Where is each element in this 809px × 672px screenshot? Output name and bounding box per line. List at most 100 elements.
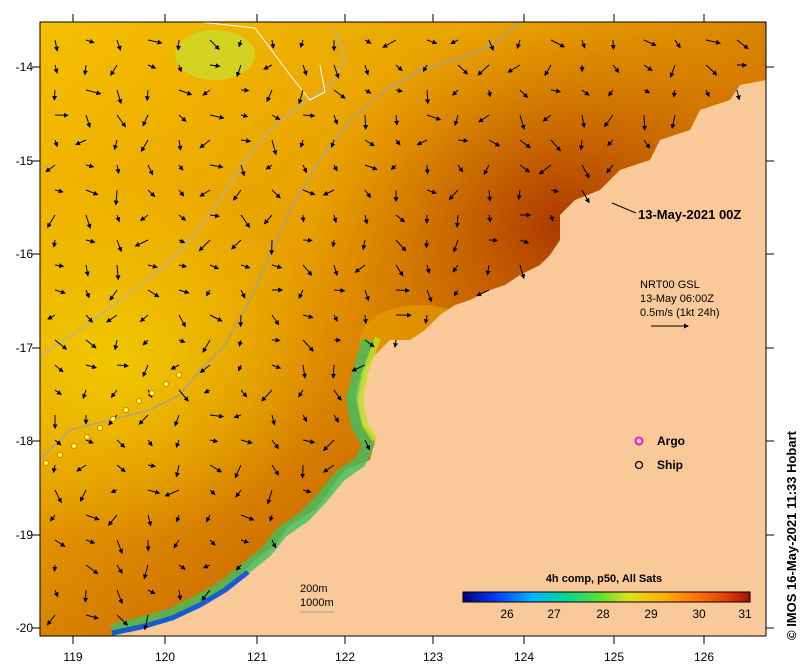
current-arrow bbox=[147, 263, 158, 269]
lat-tick-label: -17 bbox=[16, 341, 34, 355]
current-arrow bbox=[581, 189, 590, 204]
current-arrow bbox=[302, 339, 314, 352]
coastal-cool-band bbox=[110, 338, 375, 636]
current-arrow bbox=[485, 264, 491, 276]
current-arrow bbox=[271, 114, 281, 120]
current-arrow bbox=[395, 239, 407, 252]
current-arrow bbox=[453, 289, 459, 297]
current-arrow bbox=[198, 239, 211, 252]
current-arrow bbox=[364, 64, 370, 76]
current-arrow bbox=[550, 39, 566, 48]
current-arrow bbox=[54, 389, 62, 396]
colorbar-tick: 28 bbox=[596, 607, 610, 621]
current-arrow bbox=[705, 89, 710, 98]
current-arrow bbox=[426, 39, 438, 45]
current-arrow bbox=[178, 164, 184, 171]
current-arrow bbox=[115, 164, 121, 175]
current-arrow bbox=[209, 213, 221, 219]
current-arrow bbox=[52, 239, 58, 248]
current-arrow bbox=[519, 89, 529, 99]
current-arrow bbox=[333, 264, 339, 277]
current-arrow bbox=[174, 414, 180, 427]
current-arrow bbox=[240, 289, 246, 299]
colorbar-tick: 26 bbox=[500, 607, 514, 621]
current-arrow bbox=[240, 164, 246, 177]
current-arrow bbox=[116, 39, 122, 51]
ship-track-dot bbox=[123, 407, 129, 413]
current-arrow bbox=[177, 589, 183, 601]
colorbar-tick: 29 bbox=[644, 607, 658, 621]
current-arrow bbox=[85, 238, 96, 244]
current-arrow bbox=[140, 214, 149, 222]
current-arrow bbox=[453, 114, 459, 127]
lon-tick-label: 124 bbox=[514, 650, 534, 664]
current-arrow bbox=[209, 264, 220, 270]
current-arrow bbox=[145, 89, 151, 102]
current-arrow bbox=[425, 264, 431, 274]
current-arrow bbox=[240, 264, 251, 269]
current-arrow bbox=[302, 64, 308, 76]
current-arrow bbox=[538, 164, 552, 175]
current-arrow bbox=[177, 64, 183, 73]
current-arrow bbox=[476, 289, 490, 297]
current-arrow bbox=[302, 488, 312, 494]
current-arrow bbox=[85, 214, 92, 230]
current-arrow bbox=[110, 389, 118, 398]
colorbar-gradient bbox=[462, 591, 751, 603]
current-arrow bbox=[519, 164, 531, 173]
current-arrow bbox=[544, 64, 552, 77]
current-arrow bbox=[209, 413, 224, 419]
current-arrow bbox=[116, 614, 129, 626]
argo-symbol-icon bbox=[634, 436, 644, 446]
current-arrow bbox=[209, 63, 221, 69]
current-arrow bbox=[178, 389, 189, 402]
current-arrow bbox=[354, 264, 366, 273]
current-arrow bbox=[202, 89, 211, 96]
contour-200m-label: 200m bbox=[300, 583, 328, 595]
current-arrow bbox=[107, 514, 118, 526]
ship-track-dot bbox=[136, 398, 142, 404]
current-arrow bbox=[231, 239, 242, 250]
current-arrow bbox=[202, 563, 211, 569]
ship-track-dot bbox=[43, 460, 49, 466]
current-arrow bbox=[177, 139, 183, 151]
current-arrow bbox=[109, 289, 118, 301]
current-arrow bbox=[705, 39, 721, 45]
current-arrow bbox=[270, 39, 276, 49]
current-arrow bbox=[266, 489, 273, 505]
current-arrow bbox=[209, 314, 223, 322]
current-arrow bbox=[199, 189, 211, 197]
lat-axis-labels: -14 -15 -16 -17 -18 -19 -20 bbox=[16, 60, 34, 635]
current-arrow bbox=[364, 139, 375, 147]
current-arrow bbox=[364, 164, 378, 171]
current-arrow bbox=[82, 64, 88, 76]
ship-track-dot bbox=[110, 416, 116, 422]
current-arrow bbox=[236, 64, 242, 78]
current-arrow bbox=[113, 189, 119, 206]
current-arrow bbox=[176, 39, 182, 51]
current-arrow bbox=[263, 64, 273, 70]
current-arrow bbox=[54, 439, 62, 446]
current-arrow bbox=[85, 314, 93, 323]
current-arrow bbox=[76, 464, 87, 472]
current-arrow bbox=[116, 564, 123, 574]
current-arrow bbox=[138, 414, 149, 425]
current-arrow bbox=[85, 189, 99, 196]
current-arrow bbox=[550, 188, 560, 194]
current-arrow bbox=[581, 89, 590, 96]
current-arrow bbox=[390, 164, 397, 170]
current-arrow bbox=[363, 214, 369, 225]
current-arrow bbox=[364, 38, 372, 44]
current-arrow bbox=[426, 289, 433, 303]
current-arrow bbox=[85, 163, 95, 169]
ship-track-dot bbox=[71, 443, 77, 449]
current-arrow bbox=[85, 539, 96, 544]
current-arrow bbox=[395, 88, 403, 93]
current-arrow bbox=[425, 89, 431, 105]
current-arrow bbox=[110, 488, 118, 494]
lon-axis-labels: 119 120 121 122 123 124 125 126 bbox=[63, 650, 714, 664]
current-arrow bbox=[488, 39, 494, 52]
current-arrow bbox=[519, 239, 530, 245]
current-arrow bbox=[298, 389, 304, 398]
current-arrow bbox=[322, 439, 335, 452]
